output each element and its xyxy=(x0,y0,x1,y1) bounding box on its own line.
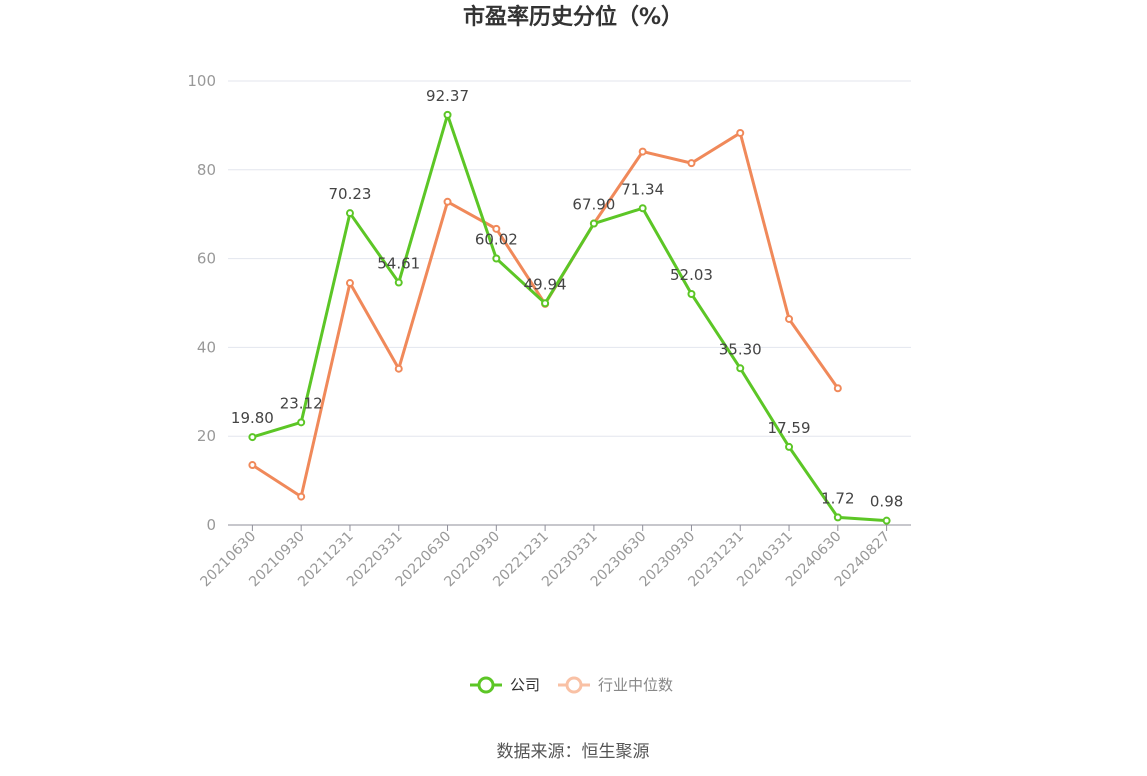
data-point-industry[interactable] xyxy=(248,461,257,470)
data-label: 1.72 xyxy=(821,489,854,507)
data-point-industry[interactable] xyxy=(394,364,403,373)
data-point-company[interactable] xyxy=(394,278,403,287)
data-label: 19.80 xyxy=(231,409,274,427)
x-axis-ticks: 2021063020210930202112312022033120220630… xyxy=(198,525,893,590)
data-label: 70.23 xyxy=(328,185,371,203)
data-point-industry[interactable] xyxy=(297,492,306,501)
data-label: 23.12 xyxy=(280,394,323,412)
data-label: 17.59 xyxy=(768,419,811,437)
y-axis-ticks: 0 20 40 60 80 100 xyxy=(187,72,216,534)
y-tick-label: 60 xyxy=(197,250,216,268)
legend: 公司 行业中位数 xyxy=(470,676,673,694)
data-label: 60.02 xyxy=(475,231,518,249)
data-label: 71.34 xyxy=(621,180,664,198)
data-label: 92.37 xyxy=(426,87,469,105)
series-layer xyxy=(248,110,891,525)
y-tick-label: 20 xyxy=(197,427,216,445)
data-point-company[interactable] xyxy=(785,442,794,451)
data-label: 67.90 xyxy=(572,196,615,214)
data-point-company[interactable] xyxy=(687,289,696,298)
data-point-company[interactable] xyxy=(589,219,598,228)
legend-industry-label: 行业中位数 xyxy=(598,676,673,694)
data-point-industry[interactable] xyxy=(736,128,745,137)
legend-item-company[interactable]: 公司 xyxy=(470,676,540,694)
data-point-company[interactable] xyxy=(492,254,501,263)
data-point-industry[interactable] xyxy=(345,279,354,288)
data-point-industry[interactable] xyxy=(492,224,501,233)
data-point-company[interactable] xyxy=(297,418,306,427)
source-note: 数据来源：恒生聚源 xyxy=(497,742,650,762)
data-point-industry[interactable] xyxy=(687,159,696,168)
y-tick-label: 40 xyxy=(197,338,216,356)
data-label: 52.03 xyxy=(670,266,713,284)
data-point-company[interactable] xyxy=(882,516,891,525)
data-labels: 19.80 23.12 70.23 54.61 92.37 60.02 49.94 67.90… xyxy=(231,87,903,511)
data-point-company[interactable] xyxy=(345,209,354,218)
legend-company-marker xyxy=(477,676,495,694)
chart-title: 市盈率历史分位（%） xyxy=(463,4,683,30)
y-tick-label: 100 xyxy=(187,72,216,90)
data-point-company[interactable] xyxy=(736,364,745,373)
data-point-company[interactable] xyxy=(248,433,257,442)
legend-industry-marker xyxy=(565,676,583,694)
data-point-industry[interactable] xyxy=(638,147,647,156)
data-point-industry[interactable] xyxy=(785,314,794,323)
legend-item-industry[interactable]: 行业中位数 xyxy=(558,676,673,694)
data-label: 49.94 xyxy=(524,275,567,293)
data-point-company[interactable] xyxy=(443,110,452,119)
data-label: 54.61 xyxy=(377,255,420,273)
data-point-industry[interactable] xyxy=(833,384,842,393)
data-point-industry[interactable] xyxy=(443,197,452,206)
data-point-company[interactable] xyxy=(638,204,647,213)
series-line-company xyxy=(251,113,887,523)
y-tick-label: 80 xyxy=(197,161,216,179)
y-tick-label: 0 xyxy=(206,516,216,534)
grid-lines xyxy=(228,80,911,437)
data-point-company[interactable] xyxy=(833,513,842,522)
data-label: 35.30 xyxy=(719,340,762,358)
data-point-company[interactable] xyxy=(541,299,550,308)
data-label: 0.98 xyxy=(870,493,903,511)
legend-company-label: 公司 xyxy=(510,676,540,694)
